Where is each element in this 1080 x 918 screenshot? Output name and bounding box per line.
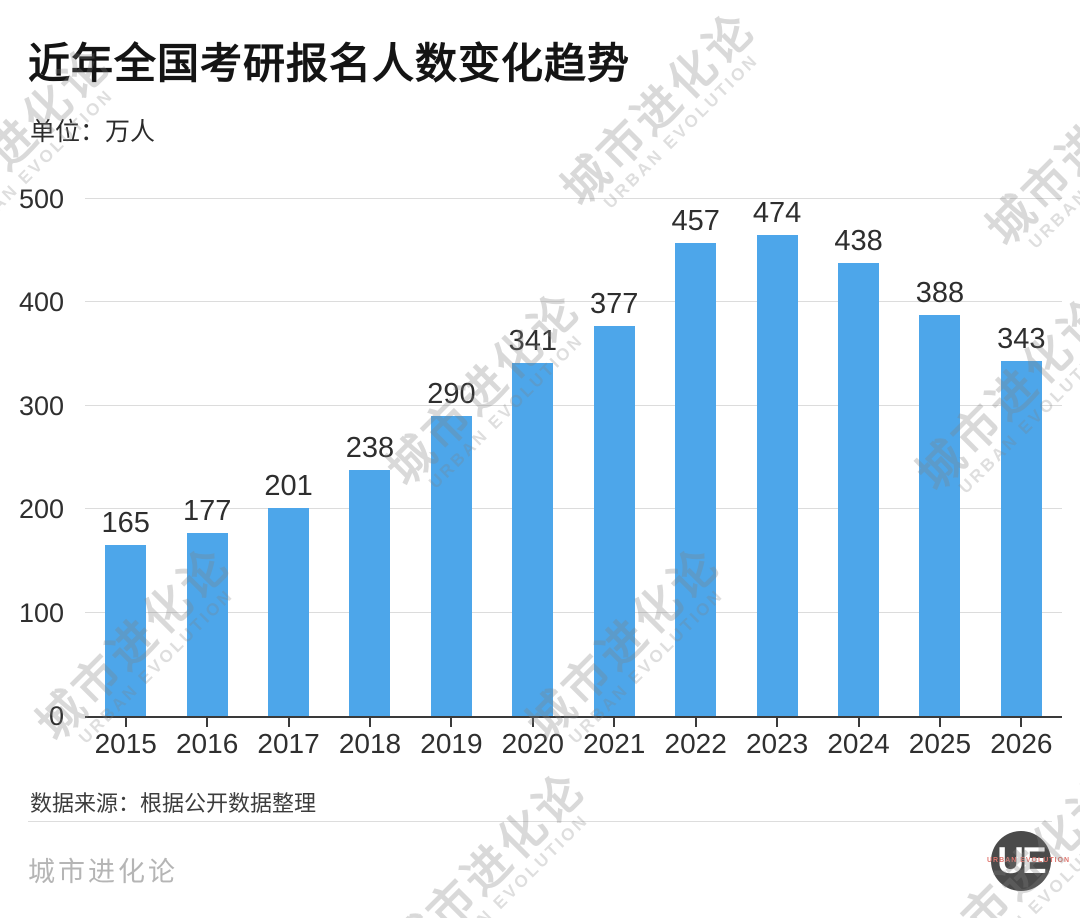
bar-value-label-2018: 238 [345,431,395,464]
bar-2016 [186,532,228,716]
source-note: 数据来源：根据公开数据整理 [30,791,317,816]
bar-2026 [1000,361,1042,716]
x-tick-label-2017: 2017 [257,728,320,759]
bar-value-label-2015: 165 [101,507,150,540]
bar-value-label-2024: 438 [834,225,883,258]
gridline-200 [85,508,1062,510]
x-tick-label-2016: 2016 [175,728,239,759]
unit-label: 单位：万人 [30,118,156,146]
x-tick-label-2018: 2018 [338,728,402,759]
x-axis-tick-2018 [368,718,371,727]
gridline-100 [85,611,1062,613]
bar-slot-2023: 474 [736,197,817,727]
chart-title: 近年全国考研报名人数变化趋势 [28,40,631,87]
x-axis-tick-2019 [450,718,453,727]
x-axis-tick-2017 [287,718,290,727]
x-axis-tick-2022 [694,718,697,727]
bar-value-label-2017: 201 [264,470,313,503]
bar-value-label-2023: 474 [752,197,802,229]
bar-slot-2020: 341 [492,199,573,727]
bar-2023 [756,235,798,716]
bar-slot-2017: 201 [248,199,329,727]
y-tick-label-500: 500 [18,184,64,214]
logo-monogram: UE [997,839,1046,881]
bar-value-label-2026: 343 [997,323,1046,356]
bar-2024 [838,263,879,716]
bar-slot-2026: 343 [981,199,1062,727]
x-tick-label-2024: 2024 [827,728,890,759]
bar-2020 [512,363,554,716]
bar-2015 [105,545,147,716]
bar-value-label-2025: 388 [915,276,965,309]
bar-2021 [593,326,635,716]
x-tick-label-2019: 2019 [420,728,483,759]
bar-2018 [349,469,391,716]
x-axis-tick-2023 [776,718,779,727]
x-tick-label-2020: 2020 [501,728,564,759]
x-tick-label-2021: 2021 [583,728,646,759]
x-axis-tick-2016 [206,718,209,727]
bar-slot-2024: 438 [818,199,899,727]
x-axis-tick-2025 [938,718,941,727]
x-tick-label-2026: 2026 [990,728,1053,759]
watermark-en-text: URBAN EVOLUTION [430,810,593,918]
bar-slot-2022: 457 [655,199,736,727]
x-axis-tick-2020 [531,718,534,727]
brand-name: 城市进化论 [28,857,178,887]
x-axis-tick-2015 [124,718,127,727]
y-tick-label-100: 100 [18,597,64,628]
gridline-300 [85,404,1062,406]
watermark-cn-text: 城市进化论 [381,761,596,918]
bar-value-label-2016: 177 [182,494,232,527]
y-tick-label-200: 200 [18,494,64,525]
bar-value-label-2021: 377 [590,288,639,321]
bar-slot-2016: 177 [166,199,247,727]
x-axis-labels: 2015 2016 2017 2018 2019 2020 2021 2022 2023 2024… [85,728,1062,760]
y-tick-label-0: 0 [48,701,64,731]
brand-logo: UE URBAN EVOLUTION [987,831,1069,891]
plot-area: 165 177 201 238 290 341 377 457 474 438 388 343 [85,197,1062,727]
bar-value-label-2022: 457 [671,205,720,238]
gridline-400 [85,301,1062,303]
y-tick-label-400: 400 [18,287,64,318]
bar-2022 [675,243,717,716]
x-tick-label-2025: 2025 [908,728,972,759]
x-tick-label-2015: 2015 [94,728,157,759]
bar-slot-2025: 388 [899,199,980,727]
bar-2025 [919,314,961,716]
x-axis-tick-2021 [613,718,616,727]
x-axis-tick-2026 [1020,718,1023,727]
logo-subtext: URBAN EVOLUTION [987,857,1071,864]
x-tick-label-2023: 2023 [745,728,809,759]
footer-divider [28,821,1052,822]
bar-slot-2015: 165 [85,199,166,727]
bar-2019 [430,416,472,716]
bar-series: 165 177 201 238 290 341 377 457 474 438 388 343 [85,197,1062,727]
gridline-500 [85,198,1062,199]
bar-slot-2021: 377 [574,199,655,727]
bar-2017 [268,508,310,716]
bar-value-label-2020: 341 [508,325,558,358]
bar-slot-2018: 238 [329,199,410,727]
x-tick-label-2022: 2022 [664,728,727,759]
bar-value-label-2019: 290 [427,378,476,411]
bar-slot-2019: 290 [411,199,492,727]
x-axis-tick-2024 [857,718,860,727]
y-tick-label-300: 300 [18,390,64,421]
